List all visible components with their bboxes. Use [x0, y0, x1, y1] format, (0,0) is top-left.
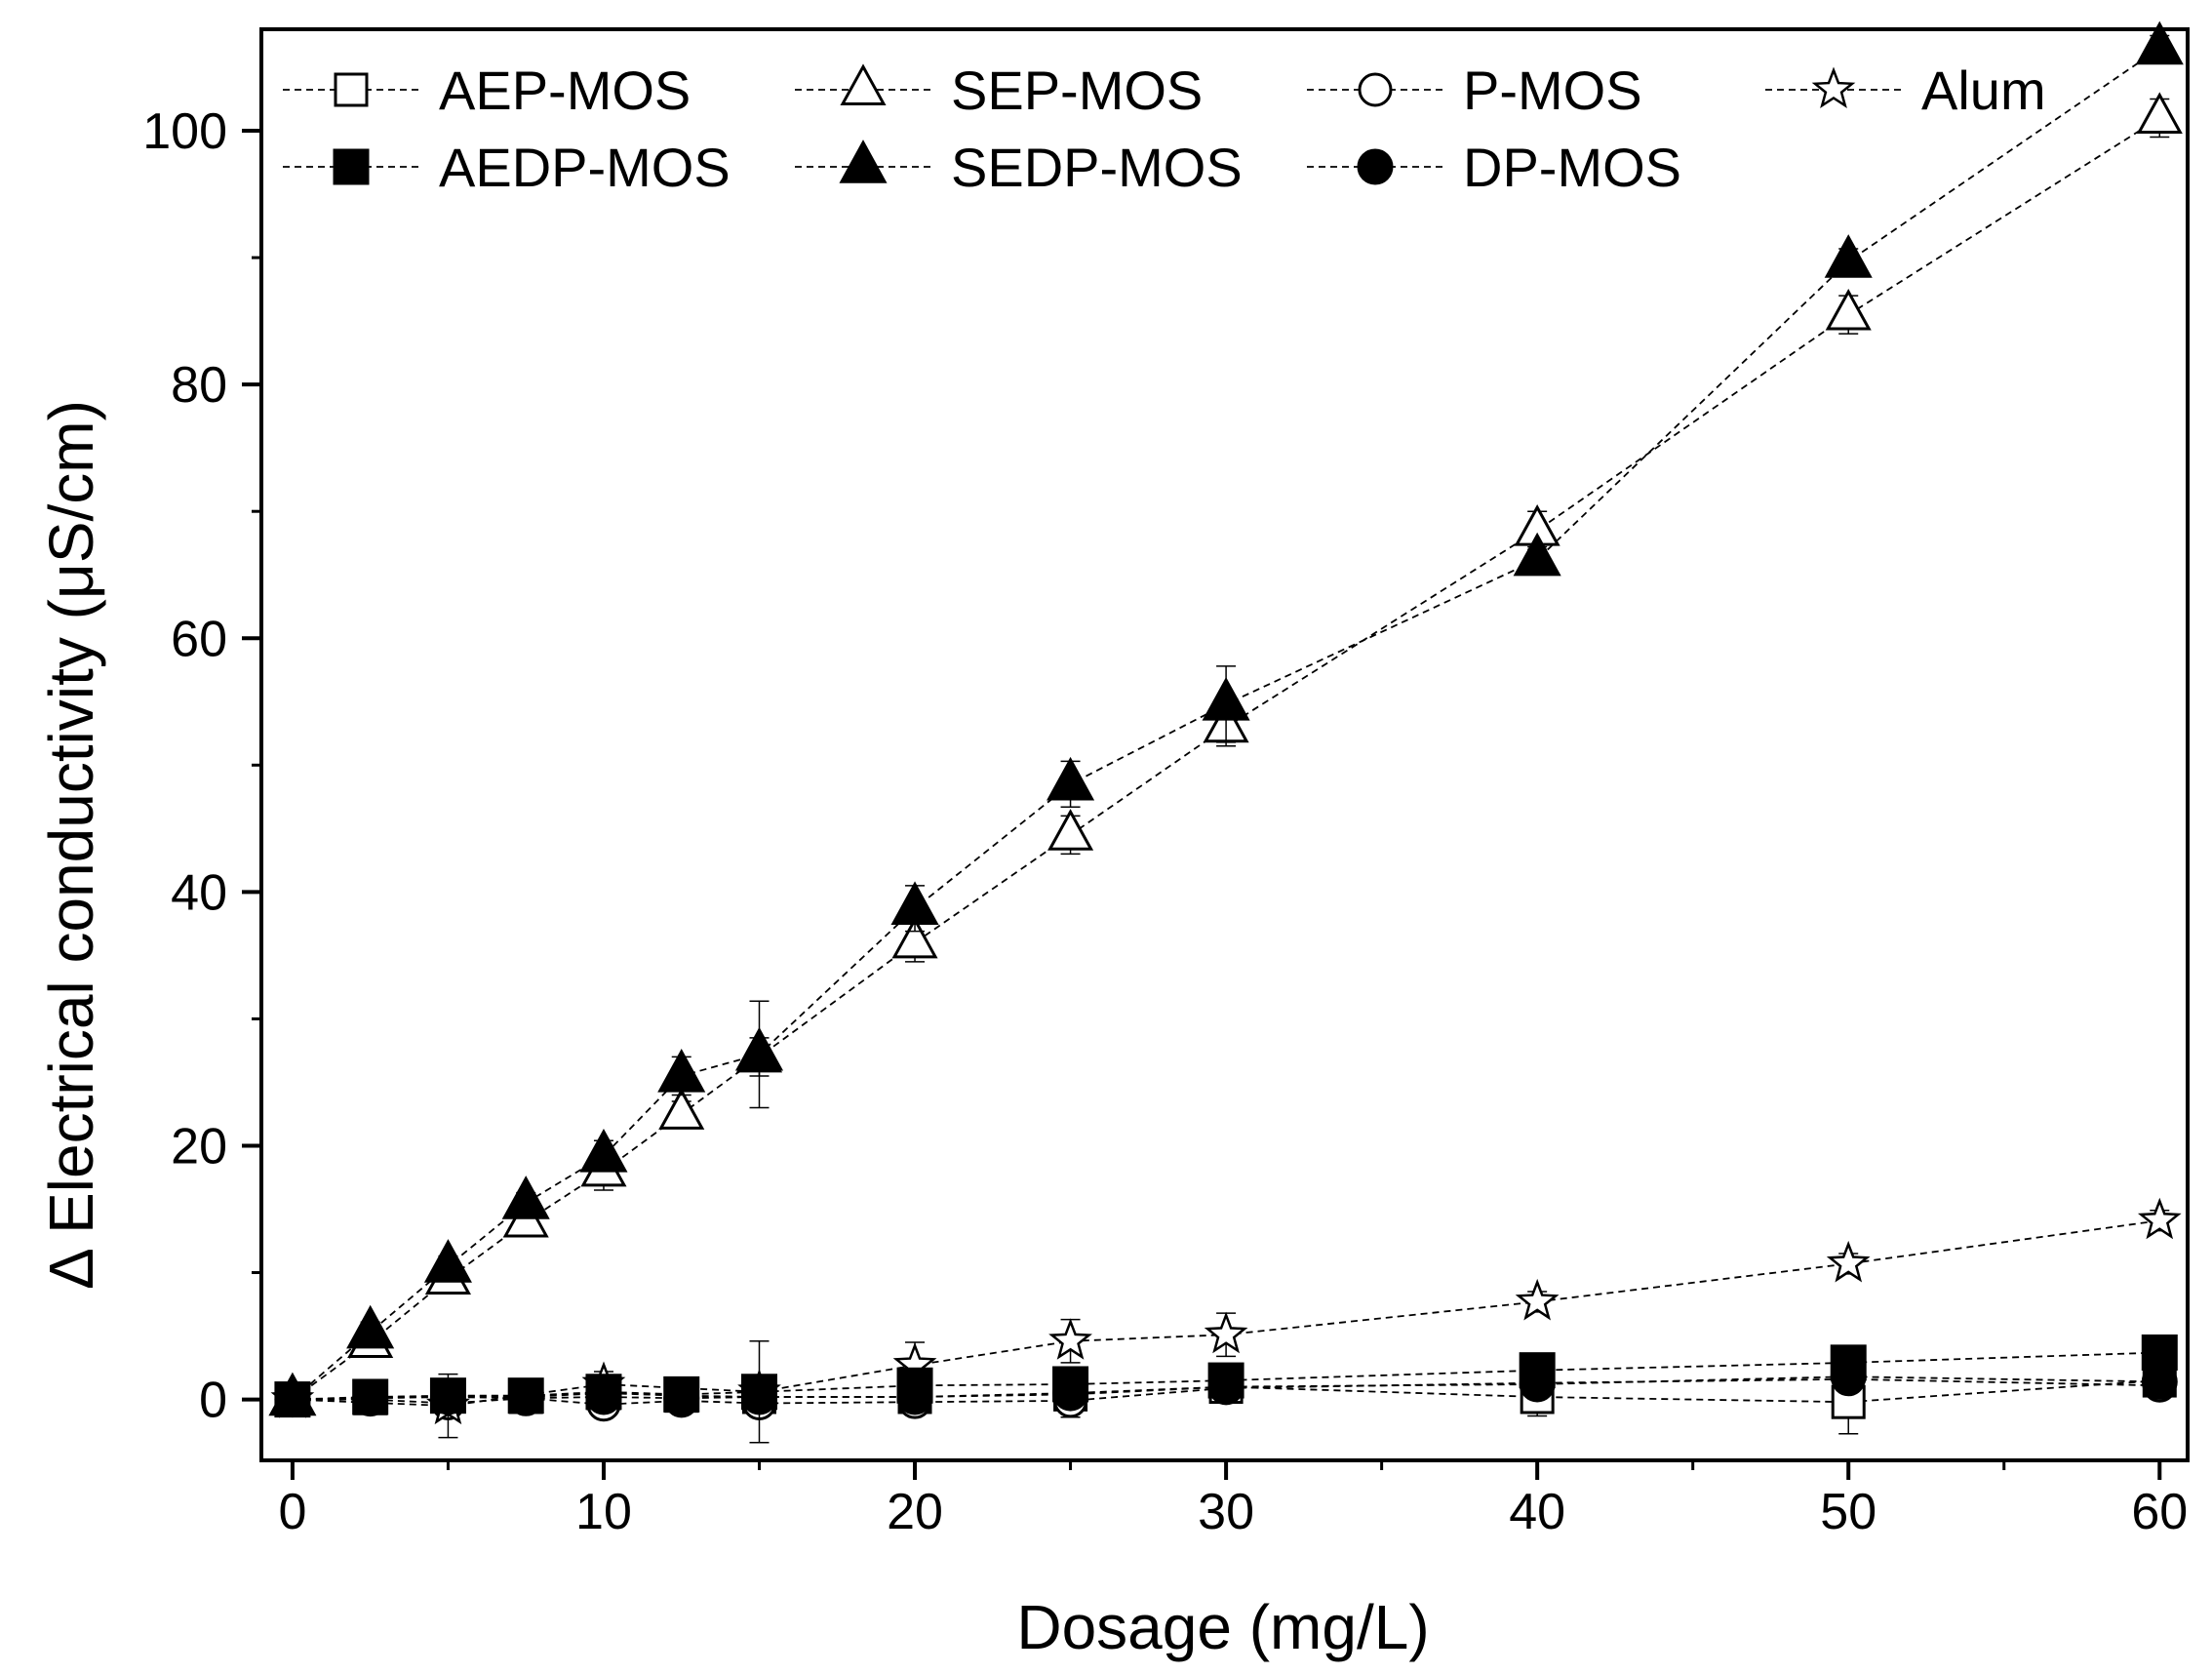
legend-marker: [839, 140, 888, 183]
legend-label: Alum: [1921, 60, 2046, 121]
y-tick-label: 60: [171, 611, 227, 667]
legend-marker: [1357, 148, 1394, 185]
legend-label: AEP-MOS: [439, 60, 691, 121]
axes: 0 10 20 30 40 50 60 0 20 40 60 80 100: [142, 27, 2190, 1540]
data-point: [2141, 1334, 2178, 1371]
series-dp-mos: [274, 1358, 2178, 1418]
data-point: [734, 1026, 784, 1071]
y-tick-label: 80: [171, 357, 227, 414]
data-point: [352, 1379, 389, 1416]
legend-marker: [334, 72, 369, 107]
plot-area: [268, 20, 2184, 1444]
x-tick-label: 0: [278, 1484, 306, 1540]
data-point: [2136, 92, 2183, 134]
data-point: [501, 1176, 550, 1219]
data-point: [429, 1378, 466, 1415]
y-tick-label: 20: [171, 1118, 227, 1175]
legend-item-alum: Alum: [1765, 60, 2046, 121]
data-point: [1830, 1358, 1867, 1395]
legend-label: DP-MOS: [1463, 137, 1681, 198]
data-point: [423, 1239, 472, 1283]
data-point: [1515, 1278, 1560, 1321]
x-tick-label: 40: [1509, 1484, 1565, 1540]
data-point: [2137, 1197, 2182, 1240]
x-tick-label: 10: [575, 1484, 632, 1540]
data-point: [2135, 20, 2184, 65]
legend-item-dp-mos: DP-MOS: [1307, 137, 1681, 198]
legend-item-aep-mos: AEP-MOS: [283, 60, 691, 121]
data-point: [657, 1049, 706, 1093]
legend-marker: [1811, 66, 1856, 109]
data-point: [1513, 532, 1561, 577]
data-point: [507, 1379, 544, 1416]
legend-item-aedp-mos: AEDP-MOS: [283, 137, 731, 198]
legend-label: SEP-MOS: [951, 60, 1203, 121]
data-point: [1207, 1369, 1244, 1406]
legend-item-sep-mos: SEP-MOS: [795, 60, 1203, 121]
y-tick-label: 100: [142, 103, 227, 160]
data-point: [346, 1304, 395, 1349]
data-point: [890, 881, 939, 925]
data-point: [274, 1381, 311, 1418]
data-point: [1048, 1318, 1092, 1360]
x-tick-label: 30: [1198, 1484, 1254, 1540]
data-point: [741, 1378, 778, 1415]
data-point: [585, 1378, 622, 1415]
data-point: [1052, 1375, 1089, 1412]
legend-marker: [333, 148, 370, 185]
data-point: [579, 1128, 628, 1173]
data-point: [1825, 288, 1872, 331]
legend-marker: [840, 63, 887, 105]
x-tick-label: 60: [2131, 1484, 2188, 1540]
data-point: [1202, 676, 1250, 721]
data-point: [658, 1088, 705, 1130]
legend: AEP-MOS SEP-MOS P-MOS Alum AEDP-MOS SEDP-MOS D…: [283, 60, 2046, 198]
data-point: [1047, 756, 1095, 801]
y-tick-label: 0: [199, 1373, 227, 1429]
data-point: [1047, 809, 1094, 851]
data-point: [891, 916, 938, 959]
y-tick-label: 40: [171, 864, 227, 921]
data-point: [1519, 1366, 1556, 1403]
data-point: [1824, 234, 1873, 278]
data-point: [1826, 1240, 1871, 1283]
legend-label: P-MOS: [1463, 60, 1642, 121]
y-axis-label: Δ Electrical conductivity (μS/cm): [36, 400, 106, 1290]
data-point: [663, 1379, 700, 1416]
data-point: [2141, 1363, 2178, 1400]
legend-item-p-mos: P-MOS: [1307, 60, 1642, 121]
data-point: [1204, 1311, 1248, 1354]
series-sedp-mos: [268, 20, 2184, 1416]
x-tick-label: 20: [887, 1484, 943, 1540]
legend-item-sedp-mos: SEDP-MOS: [795, 137, 1243, 198]
legend-marker: [1358, 72, 1393, 107]
legend-label: SEDP-MOS: [951, 137, 1243, 198]
x-axis-label: Dosage (mg/L): [1016, 1592, 1429, 1662]
legend-label: AEDP-MOS: [439, 137, 731, 198]
x-tick-label: 50: [1820, 1484, 1876, 1540]
data-point: [896, 1378, 933, 1415]
